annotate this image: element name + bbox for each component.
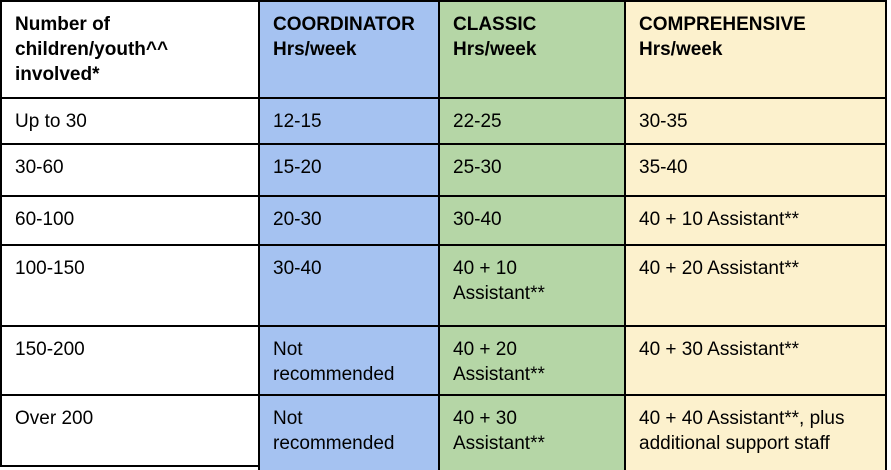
cell-children-row1: 30-60 xyxy=(0,145,258,197)
cell-comprehensive-row5: 40 + 40 Assistant**, plus additional sup… xyxy=(624,396,885,470)
column-classic: CLASSIC Hrs/week 22-25 25-30 30-40 40 + … xyxy=(438,2,624,470)
column-children: Number of children/youth^^ involved* Up … xyxy=(0,2,258,470)
cell-children-row2: 60-100 xyxy=(0,197,258,246)
cell-children-row5: Over 200 xyxy=(0,396,258,467)
column-header-coordinator: COORDINATOR Hrs/week xyxy=(258,2,438,99)
cell-coordinator-row0: 12-15 xyxy=(258,99,438,145)
column-header-comprehensive: COMPREHENSIVE Hrs/week xyxy=(624,2,885,99)
cell-children-row3: 100-150 xyxy=(0,246,258,327)
cell-comprehensive-row2: 40 + 10 Assistant** xyxy=(624,197,885,246)
cell-classic-row1: 25-30 xyxy=(438,145,624,197)
cell-children-row4: 150-200 xyxy=(0,327,258,396)
cell-comprehensive-row3: 40 + 20 Assistant** xyxy=(624,246,885,327)
cell-comprehensive-row4: 40 + 30 Assistant** xyxy=(624,327,885,396)
cell-classic-row0: 22-25 xyxy=(438,99,624,145)
cell-coordinator-row4: Not recommended xyxy=(258,327,438,396)
cell-coordinator-row5: Not recommended xyxy=(258,396,438,470)
cell-children-row0: Up to 30 xyxy=(0,99,258,145)
cell-classic-row2: 30-40 xyxy=(438,197,624,246)
cell-classic-row5: 40 + 30 Assistant** xyxy=(438,396,624,470)
column-coordinator: COORDINATOR Hrs/week 12-15 15-20 20-30 3… xyxy=(258,2,438,470)
cell-coordinator-row1: 15-20 xyxy=(258,145,438,197)
cell-classic-row4: 40 + 20 Assistant** xyxy=(438,327,624,396)
cell-comprehensive-row0: 30-35 xyxy=(624,99,885,145)
cell-coordinator-row3: 30-40 xyxy=(258,246,438,327)
cell-coordinator-row2: 20-30 xyxy=(258,197,438,246)
cell-comprehensive-row1: 35-40 xyxy=(624,145,885,197)
column-comprehensive: COMPREHENSIVE Hrs/week 30-35 35-40 40 + … xyxy=(624,2,887,470)
column-header-classic: CLASSIC Hrs/week xyxy=(438,2,624,99)
cell-classic-row3: 40 + 10 Assistant** xyxy=(438,246,624,327)
column-header-children: Number of children/youth^^ involved* xyxy=(0,2,258,99)
bottom-margin xyxy=(0,467,258,470)
